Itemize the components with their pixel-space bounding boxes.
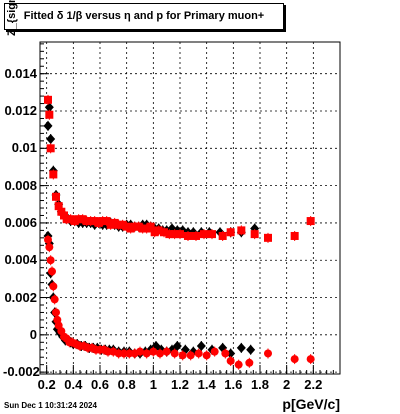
data-point [49,170,58,179]
y-tick-label: 0.004 [4,252,37,268]
data-point [45,243,54,252]
data-point [184,231,192,240]
data-point [170,230,179,239]
data-point [142,349,151,358]
data-point [44,95,52,104]
x-tick-label: 2.2 [304,377,323,392]
data-point [165,230,174,239]
data-point [306,355,315,364]
y-tick-label: 0.014 [4,65,37,81]
x-tick-label: 0.4 [64,377,83,392]
data-point [43,120,53,131]
data-point [264,233,272,242]
timestamp-footer: Sun Dec 1 10:31:24 2024 [4,401,97,410]
x-tick-label: 0.8 [117,377,136,392]
data-point [146,222,155,231]
x-tick-label: 1 [149,377,157,392]
y-tick-label: 0.006 [4,214,37,230]
data-point [156,349,164,358]
data-point [306,217,315,226]
x-tick-label: 0.6 [90,377,110,392]
data-point [234,360,243,369]
data-point [192,231,200,240]
data-point [45,110,54,119]
data-point [194,349,203,358]
data-point [48,267,56,276]
data-point [264,349,272,358]
chart-title: Fitted δ 1/β versus η and p for Primary … [23,10,265,22]
data-point [178,351,187,360]
data-point [202,351,211,360]
data-point [52,192,60,201]
data-point [226,356,235,365]
y-tick-label: -0.002 [3,364,40,380]
x-tick-label: 1.6 [224,377,243,392]
data-point [44,102,54,113]
data-point [52,308,60,317]
data-point [290,355,299,364]
data-point [46,144,55,153]
x-tick-label: 1.8 [250,377,270,392]
data-point [208,230,216,239]
data-point [218,231,227,240]
data-point [186,351,195,360]
data-point [200,230,208,239]
y-tick-label: 0.008 [4,177,37,193]
data-point [46,133,56,144]
data-point [46,256,55,265]
data-point [290,231,299,240]
data-point [236,342,246,353]
y-tick-label: 0 [29,326,37,342]
data-point [122,222,131,231]
data-point [49,282,58,291]
data-point [176,230,184,239]
y-tick-label: 0.01 [11,140,37,156]
x-axis-label: p[GeV/c] [282,396,340,412]
data-point [246,344,256,355]
x-tick-label: 0.2 [37,377,56,392]
x-tick-label: 1.4 [197,377,216,392]
data-point [126,224,135,233]
data-point [245,358,254,367]
data-point [160,228,168,237]
data-point [226,228,235,237]
x-tick-label: 2 [283,377,291,392]
data-point [50,295,59,304]
data-point [149,347,158,356]
data-point [44,235,52,244]
data-point [54,202,63,211]
plot-frame [39,41,341,375]
data-point [170,349,179,358]
y-axis-label: Z_{sigma}^{d} tanv [6,0,18,36]
y-tick-label: 0.012 [4,103,37,118]
data-point [237,226,246,235]
data-point [250,230,259,239]
title-box: Fitted δ 1/β versus η and p for Primary … [4,3,284,30]
data-point [162,347,171,356]
x-tick-label: 1.2 [170,377,190,392]
data-point [221,349,230,358]
data-point [154,226,163,235]
data-point [136,347,144,356]
data-point [210,347,219,356]
y-tick-label: 0.002 [4,289,37,305]
